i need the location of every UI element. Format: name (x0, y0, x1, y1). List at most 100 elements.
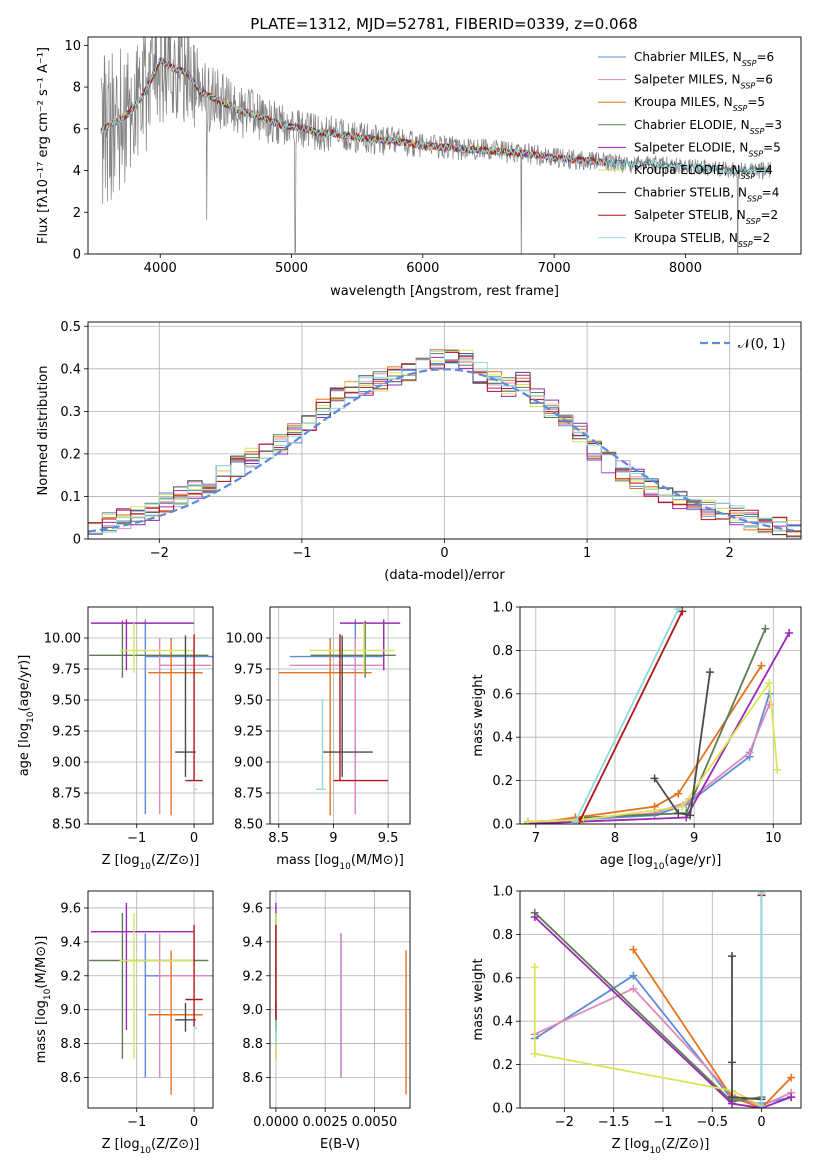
axes-frame (519, 890, 802, 1109)
label-part: mass weight (471, 958, 486, 1040)
plus-marker (650, 774, 659, 783)
series-line (653, 671, 711, 817)
legend-entry: 𝒩(0, 1) (738, 337, 785, 352)
x-tick-label: −2 (150, 546, 169, 561)
error-bar-point (89, 913, 209, 1059)
legend-text: Kroupa STELIB, N (634, 231, 738, 245)
y-tick-label: 0.6 (492, 687, 513, 702)
mass-vs-extinction-panel: 0.0000 0.0025 0.0050 8.6 8.8 9.0 9.2 9.4 9.6 E(B-… (242, 890, 411, 1152)
plus-marker (761, 624, 770, 633)
x-axis-label: age [log10(age/yr)] (600, 853, 722, 872)
y-tick-label: 9.2 (60, 969, 81, 984)
y-tick-label: 0.8 (492, 928, 513, 943)
plus-marker (745, 748, 754, 757)
legend-subscript: SSP (733, 104, 748, 113)
legend-entry: Kroupa STELIB, NSSP=2 (634, 231, 770, 249)
weight-series (523, 678, 782, 824)
plus-marker (765, 678, 774, 687)
error-bar-point (322, 635, 373, 777)
legend-text: =5 (763, 140, 781, 154)
label-subscript: 10 (43, 988, 53, 1000)
axes-frame (269, 606, 411, 825)
error-bar-point (333, 634, 389, 782)
legend-text: =5 (747, 95, 765, 109)
mass-vs-metallicity-panel: −1 08.68.89.09.29.49.6Z [log10(Z/Z⊙)]mass… (34, 890, 214, 1156)
x-tick-label: 8 (611, 831, 619, 846)
y-tick-label: 9.0 (242, 1003, 263, 1018)
y-tick-label: 9.00 (52, 756, 81, 771)
plus-marker (674, 809, 683, 818)
legend-subscript: SSP (748, 149, 763, 158)
legend-text: =6 (756, 50, 774, 64)
x-tick-label: 4000 (144, 261, 177, 276)
label-subscript: 10 (26, 711, 36, 723)
label-part: (age/yr)] (17, 655, 32, 712)
y-tick-label: 0.4 (492, 1015, 513, 1030)
normal-distribution-curve (88, 368, 799, 533)
y-tick-label: 9.75 (234, 663, 263, 678)
x-tick-label: −2 (555, 1115, 574, 1130)
axes-frame (87, 321, 802, 540)
y-tick-label: 0.2 (492, 774, 513, 789)
label-part: Z [log (612, 1137, 650, 1152)
y-tick-label: 0.3 (60, 405, 81, 420)
plus-marker (727, 1058, 736, 1067)
y-tick-label: 0.6 (492, 971, 513, 986)
label-part: (M/M⊙)] (351, 853, 404, 868)
plus-marker (773, 765, 782, 774)
figure-title: PLATE=1312, MJD=52781, FIBERID=0339, z=0… (250, 15, 637, 33)
x-tick-label: 6000 (406, 261, 439, 276)
model-spectrum-line-kroupa-stelib (100, 58, 771, 175)
plus-marker (727, 952, 736, 961)
y-tick-label: 6 (73, 122, 81, 137)
y-tick-label: 0 (73, 248, 81, 263)
plus-marker (530, 1049, 539, 1058)
plus-marker (686, 811, 695, 820)
weight-series (523, 689, 774, 824)
y-tick-label: 9.0 (60, 1003, 81, 1018)
x-tick-label: 0 (440, 546, 448, 561)
plot-area (100, 37, 772, 254)
legend-text: Chabrier ELODIE, N (634, 118, 750, 132)
legend-subscript: SSP (750, 126, 765, 135)
x-tick-label: −1 (292, 546, 311, 561)
x-tick-label: −0.5 (696, 1115, 728, 1130)
plus-marker (674, 607, 683, 614)
plus-marker (571, 817, 580, 824)
legend-text: =2 (753, 231, 771, 245)
series-line (527, 693, 771, 823)
label-part: mass [log (34, 1000, 49, 1063)
x-tick-label: 7 (532, 831, 540, 846)
x-tick-label: 8.5 (268, 831, 289, 846)
y-tick-label: 8 (73, 81, 81, 96)
y-tick-label: 0.2 (492, 1058, 513, 1073)
error-bar-point (185, 634, 203, 782)
legend-entry: Kroupa ELODIE, NSSP=4 (634, 163, 773, 181)
y-tick-label: 8.50 (52, 818, 81, 833)
x-axis-label: (data-model)/error (384, 568, 505, 583)
weight-series (571, 607, 683, 824)
y-tick-label: 8.75 (52, 787, 81, 802)
legend-text: Kroupa ELODIE, N (634, 163, 741, 177)
legend-subscript: SSP (741, 172, 756, 181)
series-line (533, 967, 763, 1107)
y-tick-label: 9.6 (242, 901, 263, 916)
legend-entry: Chabrier ELODIE, NSSP=3 (634, 118, 782, 136)
x-tick-label: 7000 (538, 261, 571, 276)
plot-area (89, 902, 213, 1095)
series-line (731, 956, 762, 1101)
plus-marker (650, 802, 659, 811)
error-bar-point (289, 619, 383, 815)
error-bar-point (175, 1002, 196, 1032)
plus-marker (785, 629, 794, 638)
legend-text: Salpeter MILES, N (634, 73, 741, 87)
weight-vs-metallicity-panel: −2 −1.5 −1 −0.5 0 0.0 0.2 0.4 0.6 0.8 1.0 Z [log10(… (471, 885, 802, 1156)
legend-text: Chabrier STELIB, N (634, 186, 747, 200)
weight-series (650, 668, 714, 820)
x-tick-label: 9 (329, 831, 337, 846)
y-tick-label: 10.00 (44, 632, 81, 647)
series-line (574, 608, 680, 823)
label-subscript: 10 (140, 1146, 152, 1156)
